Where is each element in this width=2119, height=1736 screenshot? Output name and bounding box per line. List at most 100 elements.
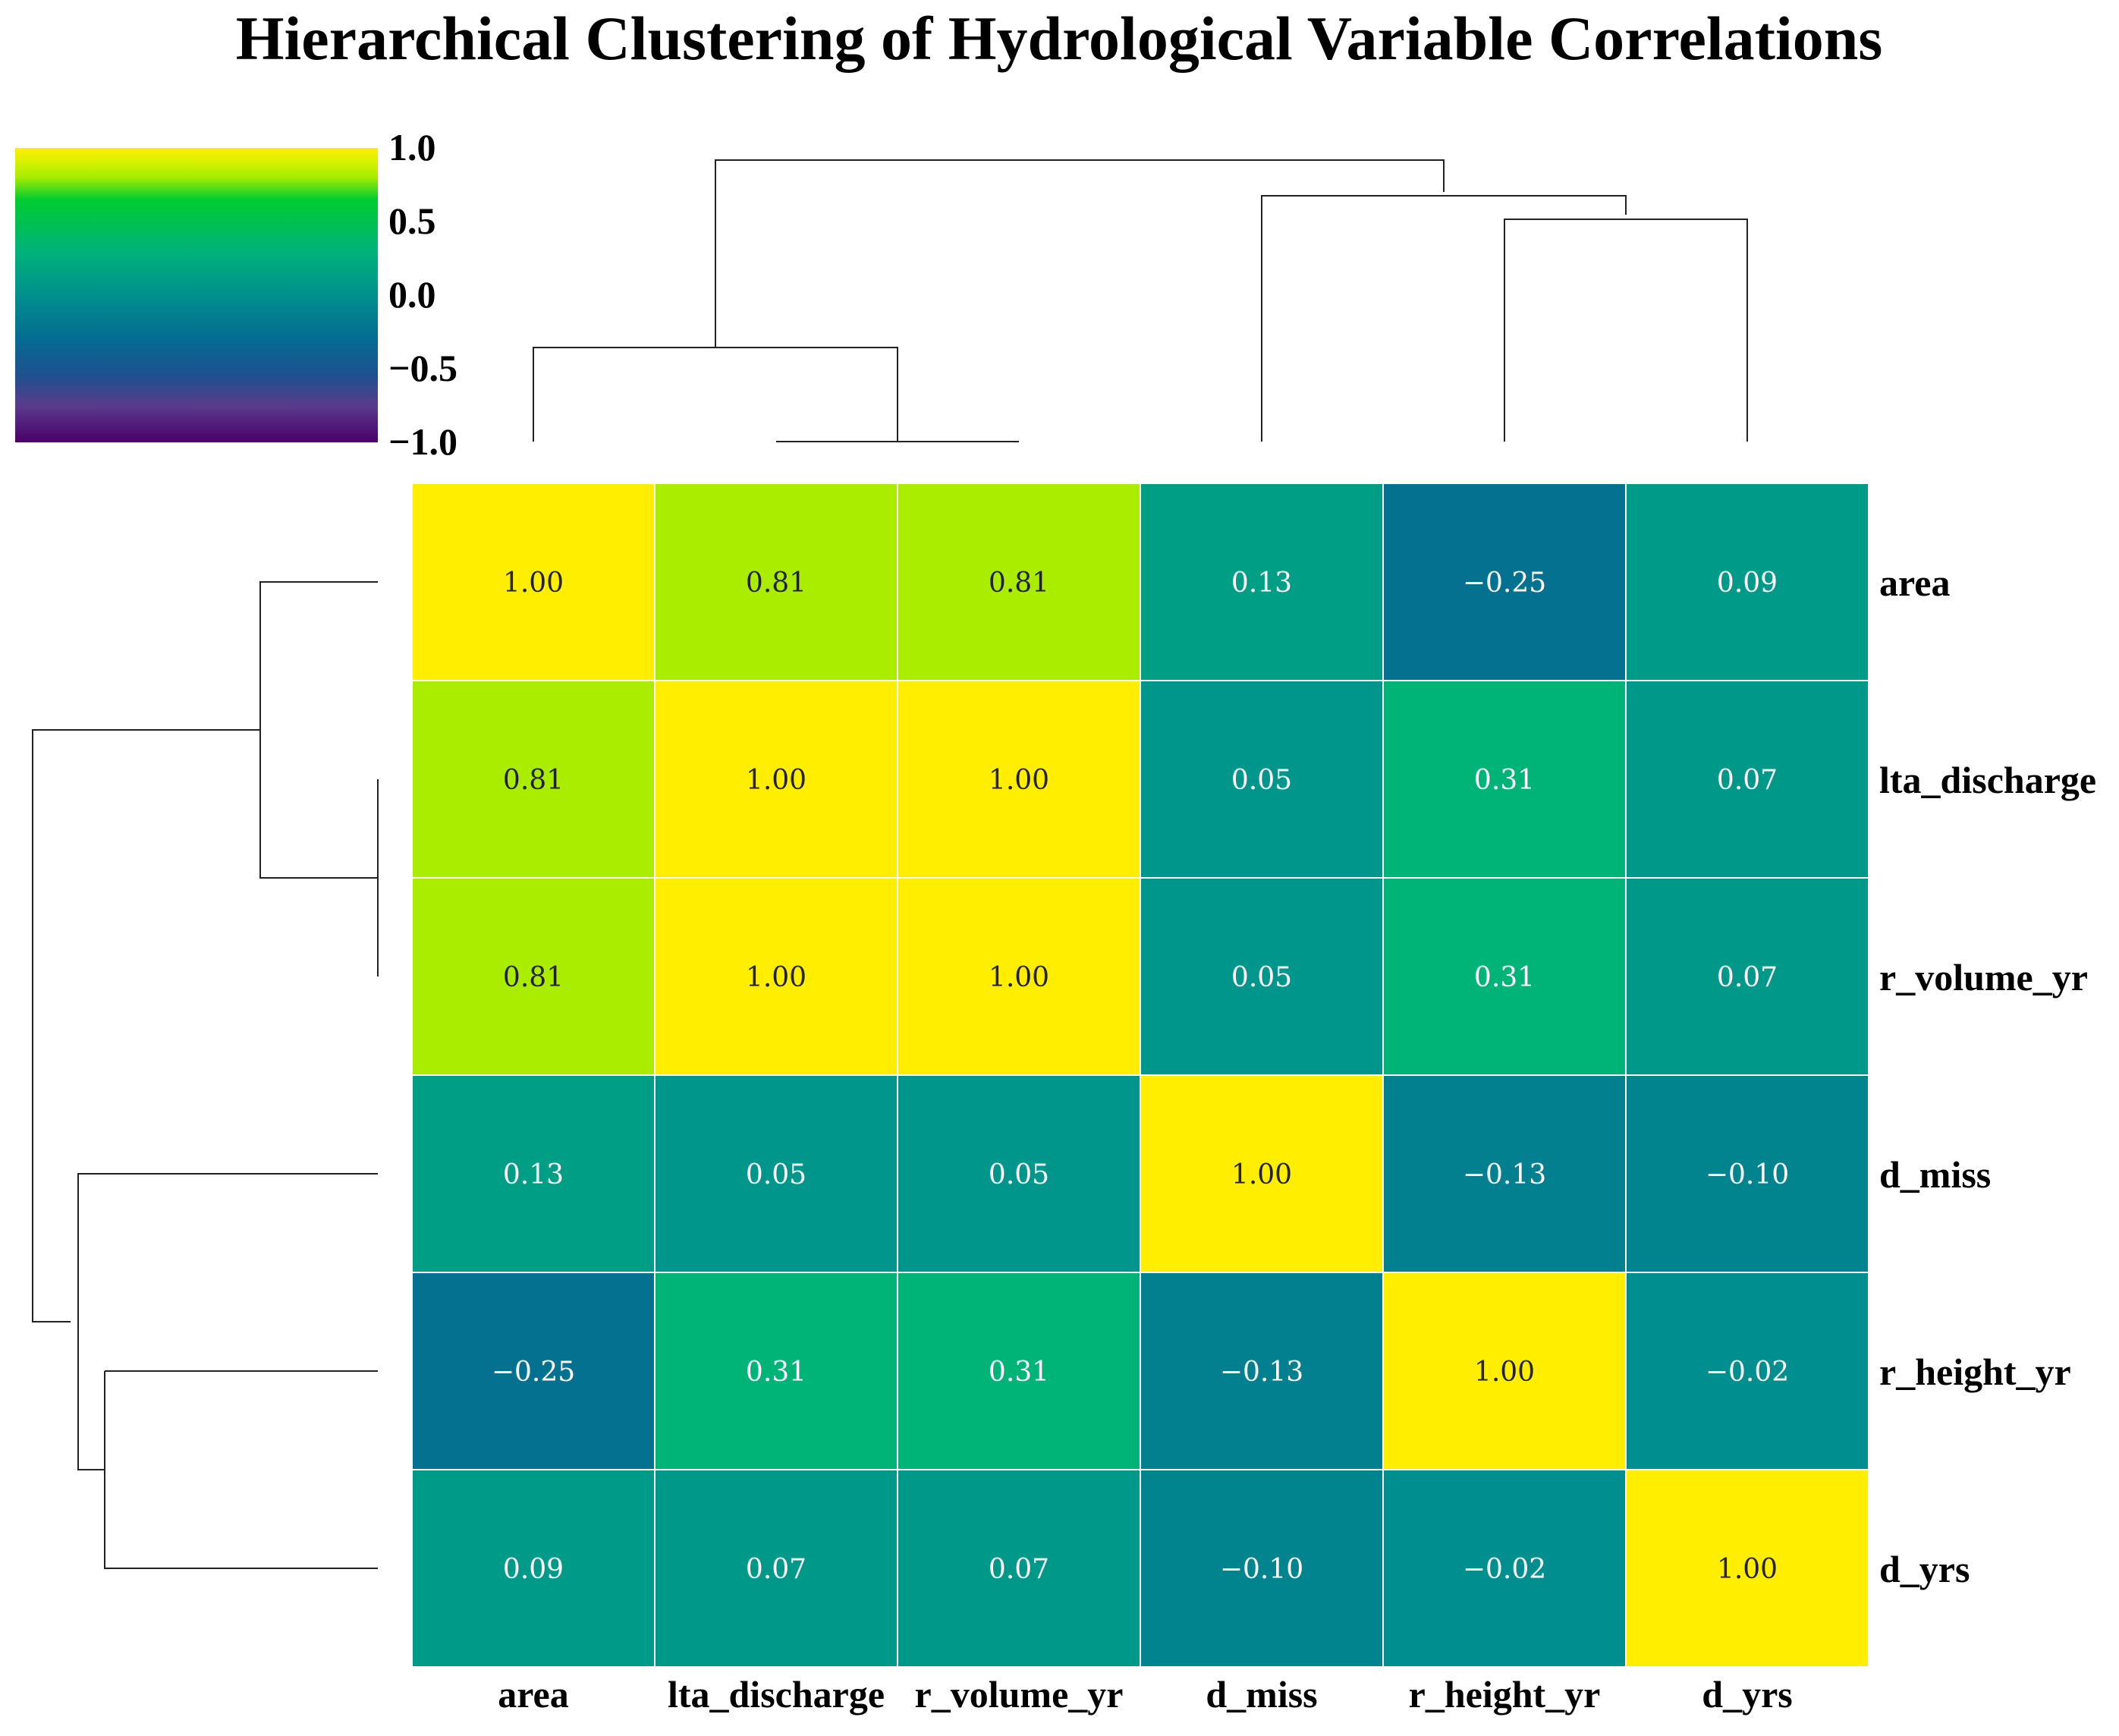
cell-value-label: 0.09	[503, 1554, 564, 1585]
cell-value-label: 0.05	[746, 1159, 806, 1190]
heatmap-cell-area-lta-discharge	[654, 483, 898, 681]
cell-value-label: 1.00	[503, 568, 564, 599]
heatmap-cell-r-volume-yr-area	[411, 877, 656, 1076]
cell-value-label: 0.81	[989, 568, 1049, 599]
column-dendrogram-link	[1261, 195, 1627, 442]
column-label-r-volume-yr: r_volume_yr	[915, 1673, 1124, 1716]
cell-value-label: 0.07	[989, 1554, 1049, 1585]
heatmap-cell-d-miss-r-height-yr	[1382, 1074, 1627, 1273]
cell-value-label: 0.07	[1717, 765, 1778, 796]
cell-value-label: 0.13	[1231, 568, 1292, 599]
colorbar-tick-label: 0.0	[388, 273, 436, 316]
cell-value-label: 0.81	[503, 765, 564, 796]
column-label-d-miss: d_miss	[1206, 1673, 1317, 1716]
row-label-d-miss: d_miss	[1879, 1153, 1991, 1196]
cell-value-label: 0.31	[1474, 962, 1535, 993]
cell-value-label: −0.02	[1463, 1554, 1546, 1585]
cell-value-label: 1.00	[989, 765, 1049, 796]
colorbar: 1.0 0.5 0.0 −0.5 −1.0	[15, 126, 457, 463]
column-label-area: area	[498, 1673, 568, 1716]
column-labels: area lta_discharge r_volume_yr d_miss r_heig…	[498, 1673, 1792, 1716]
cell-value-label: 0.81	[503, 962, 564, 993]
heatmap-cell-lta-discharge-lta-discharge	[654, 680, 898, 879]
row-label-area: area	[1879, 561, 1950, 604]
cell-value-label: 1.00	[746, 962, 806, 993]
cell-value-label: 0.31	[1474, 765, 1535, 796]
heatmap-cell-d-miss-d-miss	[1140, 1074, 1384, 1273]
cell-value-label: 1.00	[1231, 1159, 1292, 1190]
row-label-d-yrs: d_yrs	[1879, 1548, 1970, 1590]
cell-value-label: 0.09	[1717, 568, 1778, 599]
column-label-r-height-yr: r_height_yr	[1409, 1673, 1601, 1716]
heatmap-cell-d-miss-area	[411, 1074, 656, 1273]
cell-value-label: −0.13	[1463, 1159, 1546, 1190]
heatmap-cell-r-volume-yr-lta-discharge	[654, 877, 898, 1076]
row-dendrogram-link	[32, 729, 260, 1322]
cell-value-label: −0.13	[1220, 1357, 1303, 1388]
colorbar-tick-label: 1.0	[388, 126, 436, 168]
column-dendrogram-link	[533, 347, 898, 442]
heatmap-cell-lta-discharge-r-volume-yr	[897, 680, 1141, 879]
cell-value-label: 0.05	[989, 1159, 1049, 1190]
heatmap-cell-area-r-volume-yr	[897, 483, 1141, 681]
cell-value-label: 0.81	[746, 568, 806, 599]
row-dendrogram	[32, 581, 379, 1569]
heatmap-cell-d-yrs-d-miss	[1140, 1469, 1384, 1668]
heatmap-cell-r-volume-yr-d-miss	[1140, 877, 1384, 1076]
heatmap-cell-r-volume-yr-r-volume-yr	[897, 877, 1141, 1076]
cell-value-label: 0.31	[989, 1357, 1049, 1388]
heatmap-cell-r-height-yr-r-height-yr	[1382, 1272, 1627, 1470]
cell-value-label: 0.05	[1231, 765, 1292, 796]
heatmap-cell-lta-discharge-area	[411, 680, 656, 879]
cell-value-label: 1.00	[989, 962, 1049, 993]
row-dendrogram-link	[77, 1173, 378, 1470]
cell-value-label: 0.05	[1231, 962, 1292, 993]
heatmap-cell-r-height-yr-area	[411, 1272, 656, 1470]
row-label-lta-discharge: lta_discharge	[1879, 759, 2096, 801]
column-label-lta-discharge: lta_discharge	[668, 1673, 885, 1716]
cell-value-label: 0.13	[503, 1159, 564, 1190]
heatmap-cell-lta-discharge-d-miss	[1140, 680, 1384, 879]
heatmap-cell-area-area	[411, 483, 656, 681]
chart-title: Hierarchical Clustering of Hydrological …	[236, 4, 1883, 73]
heatmap-cell-d-miss-d-yrs	[1625, 1074, 1869, 1273]
column-label-d-yrs: d_yrs	[1702, 1673, 1792, 1716]
colorbar-tick-label: −1.0	[388, 420, 457, 463]
row-dendrogram-link	[259, 581, 378, 879]
row-label-r-volume-yr: r_volume_yr	[1879, 956, 2088, 999]
cell-value-label: 0.07	[1717, 962, 1778, 993]
row-dendrogram-link	[104, 1371, 378, 1569]
heatmap-cells: 1.00 0.81 0.81 0.13 −0.25 0.09 0.81 1.00 1.00 0.0…	[411, 483, 1869, 1668]
colorbar-tick-label: −0.5	[388, 347, 457, 389]
cell-value-label: −0.10	[1706, 1159, 1789, 1190]
heatmap-cell-d-miss-r-volume-yr	[897, 1074, 1141, 1273]
heatmap-cell-d-yrs-r-volume-yr	[897, 1469, 1141, 1668]
colorbar-tick-label: 0.5	[388, 200, 436, 242]
heatmap-cell-d-yrs-area	[411, 1469, 656, 1668]
cell-value-label: −0.25	[1463, 568, 1546, 599]
cell-value-label: −0.02	[1706, 1357, 1789, 1388]
heatmap-cell-r-volume-yr-d-yrs	[1625, 877, 1869, 1076]
cell-value-label: −0.25	[492, 1357, 575, 1388]
cell-value-label: 1.00	[1717, 1554, 1778, 1585]
cell-value-label: −0.10	[1220, 1554, 1303, 1585]
row-label-r-height-yr: r_height_yr	[1879, 1351, 2071, 1393]
heatmap-cell-r-volume-yr-r-height-yr	[1382, 877, 1627, 1076]
heatmap-cell-d-yrs-r-height-yr	[1382, 1469, 1627, 1668]
heatmap-cell-d-miss-lta-discharge	[654, 1074, 898, 1273]
heatmap-cell-r-height-yr-d-yrs	[1625, 1272, 1869, 1470]
heatmap-cell-d-yrs-d-yrs	[1625, 1469, 1869, 1668]
cell-value-label: 0.07	[746, 1554, 806, 1585]
column-dendrogram-link	[1504, 219, 1748, 442]
colorbar-gradient	[15, 148, 378, 442]
column-dendrogram	[533, 159, 1748, 442]
heatmap-cell-area-d-miss	[1140, 483, 1384, 681]
heatmap-cell-lta-discharge-d-yrs	[1625, 680, 1869, 879]
cell-value-label: 0.31	[746, 1357, 806, 1388]
cell-value-label: 1.00	[746, 765, 806, 796]
heatmap-cell-r-height-yr-lta-discharge	[654, 1272, 898, 1470]
row-labels: area lta_discharge r_volume_yr d_miss r_heig…	[1879, 561, 2096, 1590]
cell-value-label: 1.00	[1474, 1357, 1535, 1388]
